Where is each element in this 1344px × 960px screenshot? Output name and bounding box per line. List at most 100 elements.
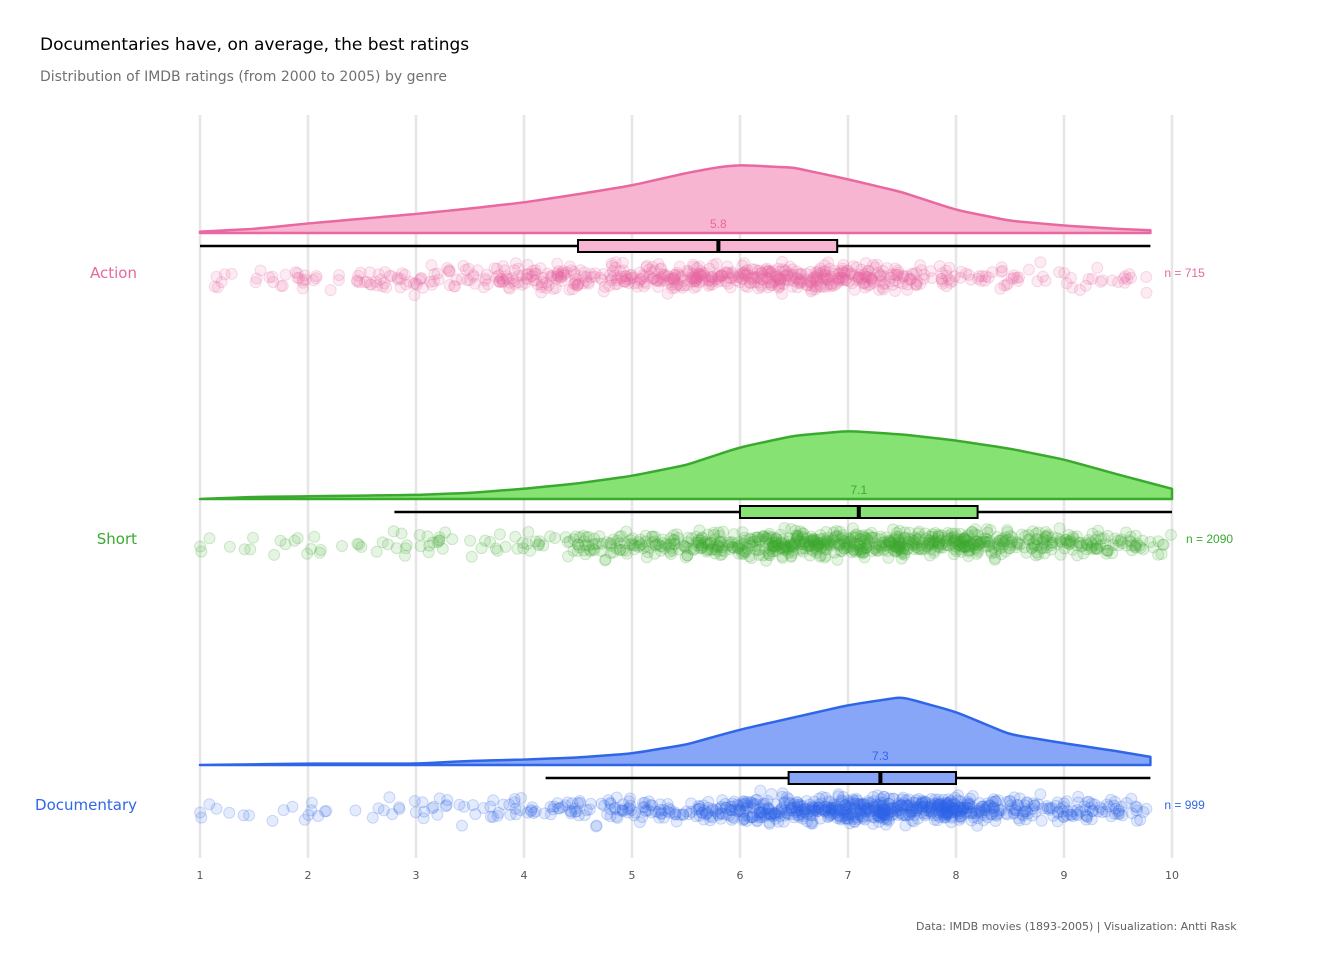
data-point <box>351 275 364 288</box>
data-point <box>763 527 776 540</box>
x-axis-ticks: 1 2 3 4 5 6 7 8 9 10 <box>197 869 1180 882</box>
data-point <box>914 277 927 290</box>
data-point <box>815 541 828 554</box>
data-point <box>654 540 667 553</box>
data-point <box>711 541 724 553</box>
data-point <box>859 542 872 555</box>
data-point <box>847 544 860 557</box>
data-point <box>854 533 867 546</box>
data-point <box>695 538 708 551</box>
data-point <box>738 538 751 550</box>
data-point <box>902 535 915 548</box>
data-point <box>805 276 818 289</box>
data-point <box>767 545 780 557</box>
data-point <box>705 270 718 283</box>
data-point <box>585 268 597 280</box>
data-point <box>972 538 985 551</box>
data-point <box>877 270 890 283</box>
data-point <box>908 538 921 551</box>
data-point <box>931 814 944 827</box>
data-point <box>763 816 776 829</box>
data-point <box>946 527 958 540</box>
data-point <box>738 257 751 270</box>
data-point <box>796 800 809 812</box>
data-point <box>705 543 718 556</box>
data-point <box>604 537 617 550</box>
data-point <box>1030 527 1043 540</box>
data-point <box>675 270 688 283</box>
data-point <box>1039 539 1052 551</box>
data-point <box>859 531 872 544</box>
data-point <box>529 535 542 548</box>
data-point <box>969 528 982 541</box>
data-point <box>738 534 751 547</box>
data-point <box>210 270 223 283</box>
data-point <box>855 272 868 285</box>
data-point <box>584 545 597 557</box>
data-point <box>932 530 945 543</box>
data-point <box>735 538 748 550</box>
data-point <box>826 535 839 548</box>
data-point <box>861 534 874 546</box>
data-point <box>775 537 788 550</box>
data-point <box>929 527 942 539</box>
data-point <box>637 801 649 813</box>
data-point <box>723 804 736 816</box>
data-point <box>857 546 870 559</box>
data-point <box>782 793 795 806</box>
data-point <box>745 552 758 565</box>
data-point <box>667 529 680 542</box>
data-point <box>832 273 845 286</box>
data-point <box>864 272 877 284</box>
data-point <box>666 278 678 291</box>
data-point <box>949 540 962 553</box>
data-point <box>847 543 860 556</box>
data-point <box>901 278 914 291</box>
data-point <box>946 275 959 288</box>
data-point <box>681 267 694 280</box>
data-point <box>714 270 727 283</box>
data-point <box>871 258 884 271</box>
data-point <box>563 535 576 548</box>
data-point <box>996 264 1009 277</box>
data-point <box>852 271 864 284</box>
data-point <box>981 536 993 548</box>
data-point <box>912 533 925 546</box>
data-point <box>877 796 890 809</box>
data-point <box>667 272 680 285</box>
data-point <box>1090 542 1103 555</box>
data-point <box>1081 539 1094 551</box>
data-point <box>840 541 853 554</box>
data-point <box>827 526 840 539</box>
data-point <box>1124 530 1137 543</box>
data-point <box>882 551 895 564</box>
data-point <box>746 536 759 548</box>
data-point <box>756 806 769 819</box>
data-point <box>400 278 413 291</box>
data-point <box>1054 535 1066 548</box>
data-point <box>604 537 617 550</box>
data-point <box>909 536 921 549</box>
data-point <box>540 282 553 294</box>
data-point <box>508 264 521 277</box>
data-point <box>737 545 750 558</box>
data-point <box>844 268 857 281</box>
data-point <box>1003 542 1015 555</box>
data-point <box>707 540 720 553</box>
data-point <box>760 554 773 567</box>
data-point <box>467 270 480 283</box>
data-point <box>655 271 668 284</box>
data-point <box>828 279 840 292</box>
data-point <box>542 279 555 292</box>
data-point <box>960 534 973 547</box>
data-point <box>836 545 849 558</box>
data-point <box>706 278 719 291</box>
data-point <box>809 266 822 279</box>
data-point <box>627 538 640 551</box>
data-point <box>642 804 655 817</box>
data-point <box>759 535 772 548</box>
data-point <box>314 544 327 556</box>
data-point <box>768 539 780 552</box>
data-point <box>459 263 472 276</box>
data-point <box>1156 538 1169 551</box>
